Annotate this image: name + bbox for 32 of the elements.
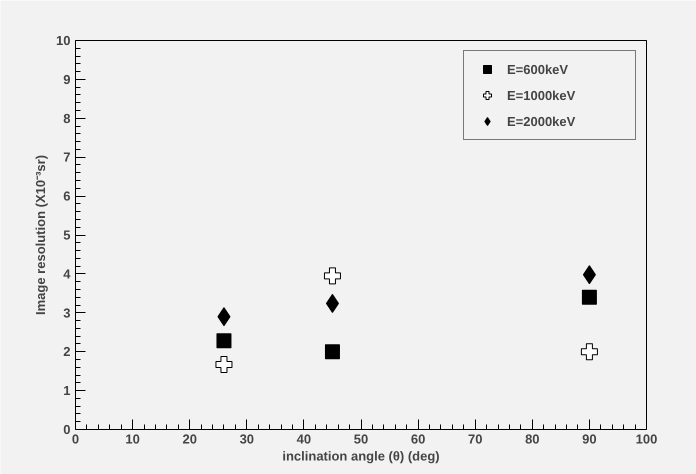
x-tick-label: 80 [525,432,540,446]
x-tick-label: 70 [468,432,482,446]
point [324,267,341,284]
x-tick-label: 50 [354,432,368,446]
x-tick-label: 100 [636,432,658,446]
legend-label: E=600keV [507,62,570,76]
x-tick-label: 20 [182,432,197,446]
point [580,343,598,360]
legend-label: E=2000keV [507,114,576,128]
y-tick-label: 3 [63,305,71,320]
y-tick-label: 4 [63,266,72,282]
y-tick-label: 0 [63,422,71,437]
x-tick-label: 90 [582,432,597,446]
y-tick-label: 7 [63,150,71,165]
legend-label: E=1000keV [507,88,576,102]
point [324,344,340,360]
point [216,333,232,348]
y-tick-label: 1 [63,383,71,398]
point [215,356,232,374]
y-tick-label: 10 [56,33,71,48]
x-axis-title: inclination angle (θ) (deg) [282,448,440,464]
y-tick-label: 8 [63,110,71,126]
x-tick-label: 30 [240,432,254,446]
point [582,290,597,305]
y-tick-label: 5 [63,228,71,242]
y-tick-label: 2 [63,344,71,360]
y-axis-title: Image resolution (X10⁻³sr) [33,154,48,316]
x-tick-label: 40 [296,432,312,446]
y-tick-label: 9 [63,72,71,87]
x-tick-label: 60 [410,432,426,446]
x-tick-label: 10 [125,432,140,446]
y-tick-label: 6 [63,188,71,204]
